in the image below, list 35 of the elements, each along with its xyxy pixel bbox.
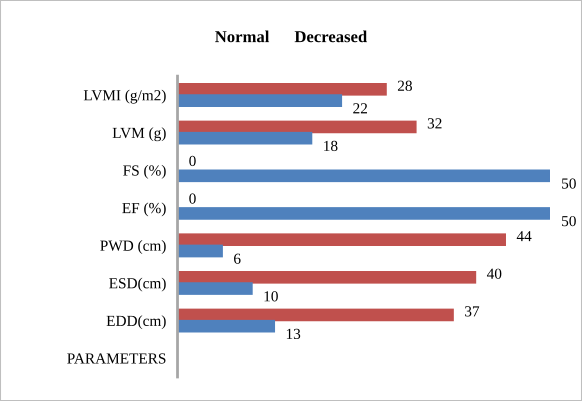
data-label: 50	[562, 216, 576, 226]
data-label: 13	[286, 328, 300, 340]
bar	[178, 270, 476, 284]
bar	[178, 244, 223, 258]
data-label: 50	[562, 178, 576, 189]
y-tick-label: LVM (g)	[112, 127, 166, 142]
data-label: 0	[189, 156, 196, 166]
data-label: 37	[465, 306, 480, 316]
bar	[178, 207, 550, 220]
y-tick-label: ESD(cm)	[109, 278, 166, 292]
bar	[178, 83, 387, 96]
y-tick-label: LVMI (g/m2)	[84, 90, 166, 104]
data-label: 0	[189, 193, 196, 204]
data-label: 18	[324, 140, 338, 152]
bar	[178, 169, 550, 182]
bar	[178, 94, 342, 107]
bar	[178, 132, 312, 145]
y-tick-label: EDD(cm)	[106, 315, 166, 330]
data-label: 40	[486, 268, 502, 279]
data-label: 32	[428, 118, 442, 129]
data-label: 44	[516, 231, 532, 242]
data-label: 28	[398, 80, 412, 91]
bar	[178, 308, 454, 322]
bar	[178, 282, 253, 295]
chart-title: Normal Decreased	[215, 30, 368, 42]
y-tick-label: FS (%)	[123, 164, 166, 179]
data-label: 10	[264, 291, 278, 302]
y-tick-label: EF (%)	[122, 202, 166, 216]
bar	[178, 233, 506, 246]
bar	[178, 320, 276, 333]
y-tick-label: PWD (cm)	[100, 240, 166, 254]
data-label: 22	[353, 103, 368, 114]
data-label: 6	[234, 254, 241, 264]
y-tick-label: PARAMETERS	[67, 353, 166, 364]
bar	[178, 120, 417, 134]
